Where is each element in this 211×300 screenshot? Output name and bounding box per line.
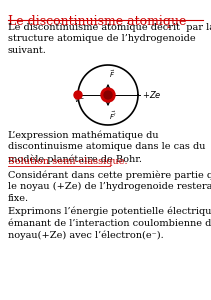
Text: Le discontinuisme atomique: Le discontinuisme atomique [8, 15, 186, 28]
Text: Considérant dans cette première partie que
le noyau (+Ze) de l’hydrogenoide rest: Considérant dans cette première partie q… [8, 170, 211, 240]
Text: Le discontinuisme atomique décrit  par la
structure atomique de l’hydrogenoide
s: Le discontinuisme atomique décrit par la… [8, 22, 211, 55]
Text: Solution semi-classique.: Solution semi-classique. [8, 157, 128, 166]
Text: $\vec{F}$: $\vec{F}$ [109, 68, 115, 80]
Circle shape [101, 88, 115, 102]
Text: $+Ze$: $+Ze$ [142, 89, 162, 100]
Circle shape [74, 91, 82, 99]
Text: $\vec{F'}$: $\vec{F'}$ [109, 110, 117, 122]
Text: L’expression mathématique du
discontinuisme atomique dans le cas du
modèle plané: L’expression mathématique du discontinui… [8, 130, 206, 164]
Circle shape [104, 91, 112, 99]
Text: $v^-$: $v^-$ [74, 96, 85, 105]
